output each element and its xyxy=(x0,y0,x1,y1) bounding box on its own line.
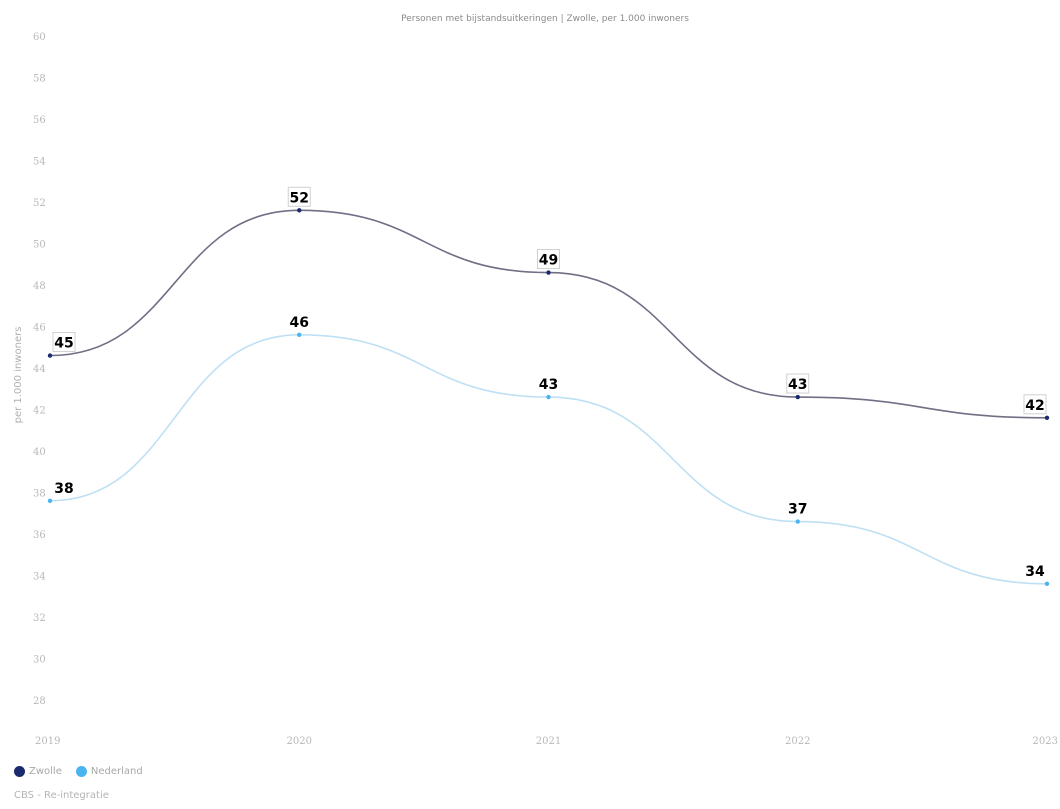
data-label-zwolle: 42 xyxy=(1025,398,1044,414)
data-label-nederland: 38 xyxy=(54,481,73,497)
data-label-box xyxy=(537,249,560,270)
data-point-nederland[interactable] xyxy=(1044,581,1050,586)
y-axis-label: per 1.000 inwoners xyxy=(13,327,24,424)
y-tick-label: 34 xyxy=(33,572,46,583)
x-tick-label: 2019 xyxy=(35,736,60,747)
y-tick-label: 58 xyxy=(33,74,46,85)
y-tick-label: 28 xyxy=(33,696,46,707)
data-point-nederland[interactable] xyxy=(297,332,302,337)
y-tick-label: 50 xyxy=(33,240,46,251)
legend-label-nederland: Nederland xyxy=(90,766,143,777)
data-point-zwolle[interactable] xyxy=(1044,415,1050,420)
data-point-nederland[interactable] xyxy=(546,394,551,400)
y-tick-label: 56 xyxy=(33,115,46,126)
data-label-box xyxy=(786,373,810,394)
data-point-zwolle[interactable] xyxy=(795,394,800,400)
data-label-nederland: 37 xyxy=(788,502,807,518)
x-tick-label: 2023 xyxy=(1033,736,1058,747)
y-tick-label: 30 xyxy=(33,655,46,666)
y-tick-label: 38 xyxy=(33,489,46,500)
data-label-box xyxy=(1023,394,1047,415)
y-tick-label: 46 xyxy=(33,323,46,334)
x-tick-label: 2021 xyxy=(536,736,561,747)
y-tick-label: 54 xyxy=(33,157,46,168)
data-label-zwolle: 52 xyxy=(290,190,309,206)
y-tick-label: 48 xyxy=(33,281,46,292)
data-label-zwolle: 45 xyxy=(54,336,73,352)
x-tick-label: 2020 xyxy=(287,736,312,747)
legend-swatch-zwolle xyxy=(14,766,25,777)
data-label-zwolle: 43 xyxy=(788,377,807,393)
data-point-zwolle[interactable] xyxy=(297,208,302,213)
data-label-zwolle: 49 xyxy=(539,253,558,269)
y-tick-label: 44 xyxy=(33,364,46,375)
data-label-nederland: 34 xyxy=(1025,564,1045,580)
legend: Zwolle Nederland xyxy=(14,766,143,777)
y-tick-label: 36 xyxy=(33,530,46,541)
legend-item-nederland[interactable]: Nederland xyxy=(75,766,143,777)
data-label-nederland: 43 xyxy=(539,377,558,393)
series-line-nederland xyxy=(49,333,1048,585)
data-point-nederland[interactable] xyxy=(47,498,53,503)
data-point-zwolle[interactable] xyxy=(47,353,53,358)
chart-title: Personen met bijstandsuitkeringen | Zwol… xyxy=(401,14,689,24)
data-point-nederland[interactable] xyxy=(795,519,800,524)
legend-swatch-nederland xyxy=(75,766,87,777)
source-note: CBS - Re-integratie xyxy=(14,790,109,801)
legend-label-zwolle: Zwolle xyxy=(29,766,62,777)
data-labels: 45 52 49 43 42 38 46 43 37 34 xyxy=(52,186,1047,580)
data-label-nederland: 46 xyxy=(290,315,309,331)
y-tick-label: 42 xyxy=(33,406,46,417)
legend-item-zwolle[interactable]: Zwolle xyxy=(14,766,62,777)
series-points xyxy=(47,208,1050,586)
y-tick-label: 60 xyxy=(33,32,46,43)
data-label-box xyxy=(52,332,76,353)
y-tick-label: 52 xyxy=(33,198,46,209)
x-tick-label: 2022 xyxy=(785,736,810,747)
x-axis-ticks: 2019 2020 2021 2022 2023 xyxy=(35,736,1058,747)
y-tick-label: 32 xyxy=(33,613,46,624)
y-tick-label: 40 xyxy=(33,447,46,458)
data-point-zwolle[interactable] xyxy=(546,270,551,275)
data-label-box xyxy=(287,186,311,207)
y-axis-ticks: 60 58 56 54 52 50 48 46 44 42 40 38 36 34 32 30 28 xyxy=(33,32,46,707)
